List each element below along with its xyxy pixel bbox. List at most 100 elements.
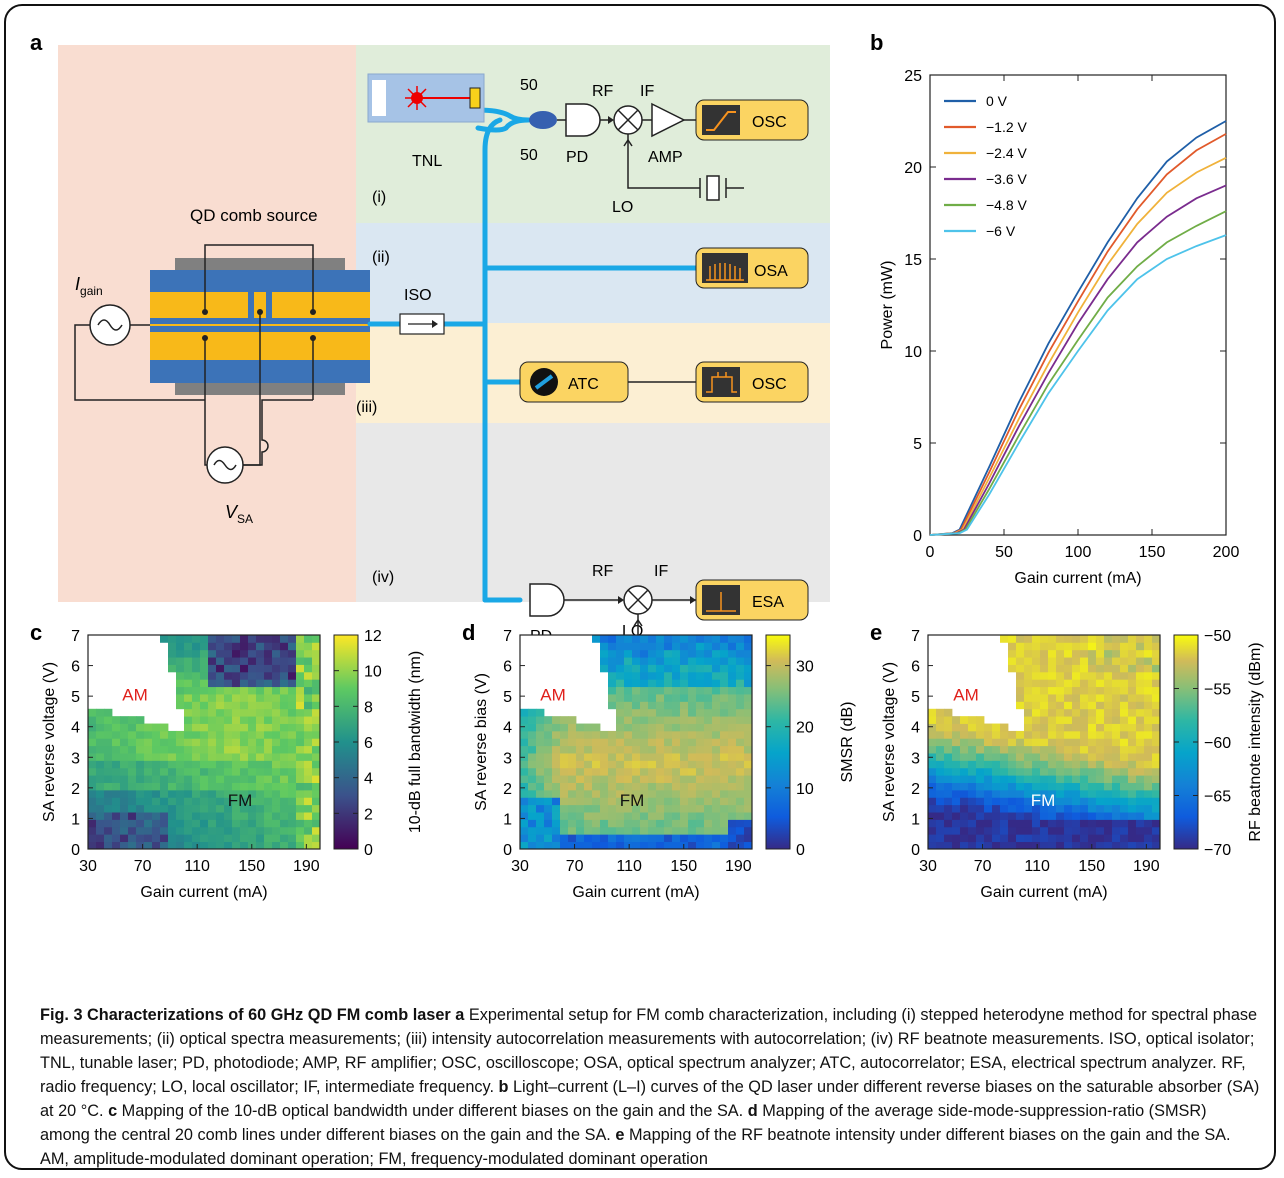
- heatmap-cell: [1128, 730, 1137, 739]
- heatmap-cell: [256, 760, 265, 769]
- heatmap-cell: [632, 812, 641, 820]
- heatmap-cell: [928, 834, 937, 843]
- legend-label: −6 V: [986, 223, 1016, 239]
- heatmap-cell: [944, 797, 953, 806]
- heatmap-cell: [992, 797, 1001, 806]
- colorbar-label: SMSR (dB): [839, 702, 856, 783]
- y-tick-label: 5: [503, 689, 512, 706]
- heatmap-cell: [1128, 767, 1137, 776]
- heatmap-cell: [176, 635, 185, 643]
- heatmap-cell: [1008, 826, 1017, 835]
- heatmap-cell: [720, 767, 729, 776]
- heatmap-cell: [640, 834, 649, 843]
- heatmap-cell: [184, 826, 193, 835]
- rf-amplifier: [651, 102, 686, 138]
- heatmap-cell: [1088, 812, 1097, 820]
- heatmap-cell: [624, 671, 633, 680]
- heatmap-cell: [1128, 826, 1137, 835]
- heatmap-cell: [176, 745, 185, 754]
- heatmap-cell: [296, 657, 305, 665]
- heatmap-cell: [928, 723, 937, 732]
- heatmap-cell: [216, 841, 225, 850]
- heatmap-cell: [184, 649, 193, 658]
- heatmap-cell: [744, 642, 753, 651]
- heatmap-cell: [1016, 819, 1025, 828]
- heatmap-cell: [272, 694, 281, 702]
- heatmap-cell: [720, 812, 729, 820]
- heatmap-cell: [224, 701, 233, 710]
- heatmap-cell: [224, 826, 233, 835]
- heatmap-cell: [264, 819, 273, 828]
- heatmap-cell: [1104, 642, 1113, 651]
- heatmap-cell: [304, 745, 313, 754]
- heatmap-cell: [936, 753, 945, 761]
- heatmap-cell: [1136, 723, 1145, 732]
- heatmap-cell: [696, 775, 705, 783]
- heatmap-cell: [296, 812, 305, 820]
- heatmap-cell: [664, 819, 673, 828]
- qd-comb-source-label: QD comb source: [190, 206, 318, 225]
- heatmap-cell: [1056, 686, 1065, 695]
- heatmap-cell: [240, 635, 249, 643]
- heatmap-cell: [744, 708, 753, 717]
- heatmap-cell: [104, 738, 113, 747]
- heatmap-cell: [1064, 804, 1073, 813]
- heatmap-cell: [952, 753, 961, 761]
- heatmap-cell: [736, 738, 745, 747]
- heatmap-cell: [664, 775, 673, 783]
- heatmap-cell: [736, 635, 745, 643]
- heatmap-cell: [264, 664, 273, 673]
- heatmap-cell: [224, 782, 233, 791]
- heatmap-cell: [272, 635, 281, 643]
- heatmap-cell: [656, 804, 665, 813]
- heatmap-cell: [240, 708, 249, 717]
- heatmap-cell: [592, 819, 601, 828]
- heatmap-cell: [656, 767, 665, 776]
- heatmap-cell: [640, 664, 649, 673]
- heatmap-cell: [112, 775, 121, 783]
- heatmap-cell: [1096, 694, 1105, 702]
- heatmap-cell: [208, 789, 217, 798]
- heatmap-cell: [552, 804, 561, 813]
- heatmap-cell: [1088, 716, 1097, 724]
- heatmap-cell: [664, 679, 673, 688]
- heatmap-cell: [736, 789, 745, 798]
- heatmap-cell: [152, 745, 161, 754]
- heatmap-cell: [224, 708, 233, 717]
- heatmap-cell: [1128, 723, 1137, 732]
- heatmap-cell: [520, 767, 529, 776]
- heatmap-cell: [608, 789, 617, 798]
- heatmap-cell: [1048, 745, 1057, 754]
- heatmap-cell: [152, 775, 161, 783]
- heatmap-cell: [616, 826, 625, 835]
- y-tick-label: 0: [911, 842, 920, 859]
- heatmap-cell: [968, 760, 977, 769]
- heatmap-cell: [192, 657, 201, 665]
- heatmap-cell: [1048, 782, 1057, 791]
- heatmap-cell: [632, 789, 641, 798]
- heatmap-cell: [976, 767, 985, 776]
- heatmap-cell: [168, 642, 177, 651]
- heatmap-cell: [288, 804, 297, 813]
- heatmap-cell: [656, 679, 665, 688]
- heatmap-cell: [1032, 723, 1041, 732]
- heatmap-cell: [112, 797, 121, 806]
- heatmap-cell: [632, 782, 641, 791]
- section-label-iv: (iv): [372, 569, 394, 586]
- heatmap-cell: [1072, 642, 1081, 651]
- heatmap-cell: [600, 834, 609, 843]
- heatmap-cell: [712, 826, 721, 835]
- heatmap-cell: [1152, 657, 1161, 665]
- heatmap-cell: [168, 812, 177, 820]
- heatmap-cell: [96, 826, 105, 835]
- heatmap-cell: [176, 730, 185, 739]
- colorbar-tick-label: 2: [364, 806, 373, 823]
- heatmap-cell: [992, 804, 1001, 813]
- heatmap-cell: [104, 826, 113, 835]
- heatmap-cell: [680, 635, 689, 643]
- y-tick-label: 6: [911, 659, 920, 676]
- heatmap-cell: [968, 797, 977, 806]
- heatmap-cell: [104, 708, 113, 717]
- heatmap-cell: [744, 753, 753, 761]
- heatmap-cell: [952, 841, 961, 850]
